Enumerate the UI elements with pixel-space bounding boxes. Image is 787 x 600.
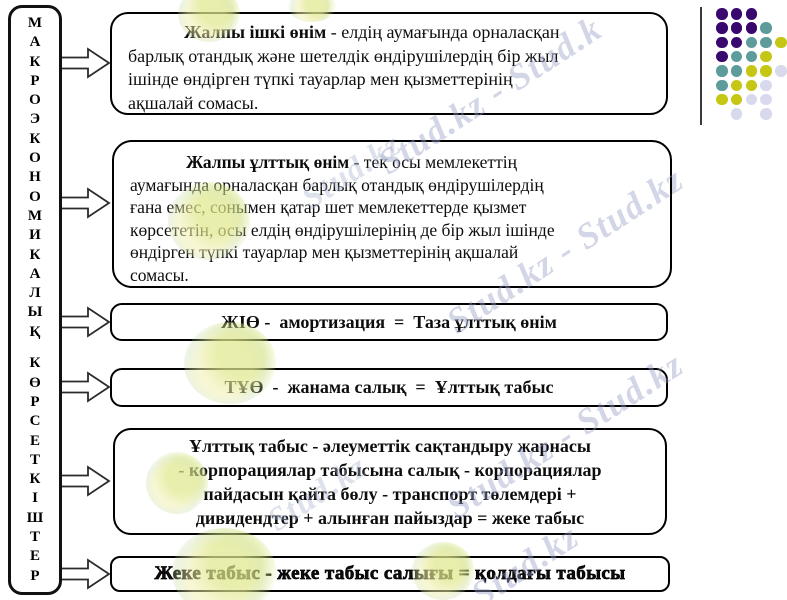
decor-dot [716,50,728,63]
sidebar-letter: Ө [29,374,41,391]
decor-dot [716,65,728,77]
decor-dot [760,36,772,49]
sidebar-letter: М [27,15,43,31]
sidebar-letter: М [27,207,43,224]
decor-dot [730,22,743,34]
decor-dot [716,8,728,20]
arrow-connector-national-income [60,371,111,403]
personal-income-formula-text: Ұлттық табыс - әлеуметтік сақтандыру жар… [178,435,602,528]
sidebar-letter: С [29,413,41,430]
nnp-formula-text: ЖІӨ - амортизация = Таза ұлттық өнім [221,311,557,332]
sidebar-letter: К [29,53,41,70]
decor-dot [730,93,743,106]
arrow-connector-personal-income [60,465,111,497]
decor-dot [775,36,787,49]
sidebar-letter: Е [29,432,40,449]
decor-dot [730,36,743,49]
decor-vertical-line [700,7,702,125]
sidebar-letter: Т [29,529,40,546]
sidebar-letter: К [29,471,41,488]
sidebar-letter: Е [29,548,40,565]
decor-dot [716,79,728,91]
decor-dot [760,65,772,77]
sidebar-letter: Н [29,169,41,186]
decor-dot [760,108,772,120]
decor-dot [730,65,743,77]
decor-dot [716,36,728,49]
sidebar-letter: Р [30,393,40,410]
sidebar-letter: Р [30,72,40,89]
decor-dot [730,108,743,120]
sidebar-letter: А [29,265,41,282]
sidebar-letter: І [32,490,38,507]
sidebar-letter: К [29,246,41,263]
national-income-formula-text: ТҰӨ - жанама салық = Ұлттық табыс [224,377,554,397]
definition-box-gdp: Жалпы ішкі өнім - елдің аумағында орнала… [110,12,668,115]
decor-dot [745,93,758,106]
sidebar-letter: Э [29,111,41,128]
formula-box-disposable-income: Жеке табыс - жеке табыс салығы = қолдағы… [110,556,670,592]
disposable-income-formula-text: Жеке табыс - жеке табыс салығы = қолдағы… [154,563,626,585]
sidebar-letter: К [29,355,41,372]
decor-dot [745,50,758,63]
decor-dot [730,50,743,63]
decor-dot [760,22,772,34]
arrow-connector-nnp [60,306,111,338]
sidebar-letter: Қ [29,323,41,340]
sidebar-letter: Р [30,567,40,584]
sidebar-letter: А [29,34,41,51]
formula-box-national-income: ТҰӨ - жанама салық = Ұлттық табыс [110,368,668,407]
arrow-connector-disposable-income [60,558,111,590]
decor-dot [716,22,728,34]
gdp-definition-body: - елдің аумағында орналасқан барлық отан… [128,22,560,113]
decor-dot [745,36,758,49]
decor-dot [760,93,772,106]
sidebar-letter: К [29,130,41,147]
decor-dot [760,79,772,91]
decor-dot [760,50,772,63]
sidebar-letter: И [29,227,41,244]
decor-dot [745,65,758,77]
sidebar-letter: О [29,188,41,205]
decor-dot [730,79,743,91]
gnp-term-label: Жалпы ұлттық өнім [186,152,350,172]
decor-dot [745,8,758,20]
decor-dot [745,79,758,91]
sidebar-letter: О [29,92,41,109]
gnp-definition-text: Жалпы ұлттық өнім - тек осы мемлекеттің … [130,151,656,286]
sidebar-letter: Ы [27,304,43,321]
arrow-connector-gnp [60,187,111,219]
sidebar-letter: Л [29,285,41,302]
decor-dot [775,65,787,77]
gdp-definition-text: Жалпы ішкі өнім - елдің аумағында орнала… [128,21,652,115]
decor-dot [730,8,743,20]
formula-box-personal-income: Ұлттық табыс - әлеуметтік сақтандыру жар… [113,428,667,535]
decor-dot [745,22,758,34]
arrow-connector-gdp [60,47,111,79]
sidebar-letter: Т [29,451,40,468]
definition-box-gnp: Жалпы ұлттық өнім - тек осы мемлекеттің … [112,140,672,288]
decor-dot [716,93,728,106]
formula-box-nnp: ЖІӨ - амортизация = Таза ұлттық өнім [110,303,668,341]
gdp-term-label: Жалпы ішкі өнім [184,22,327,42]
sidebar-letter: О [29,150,41,167]
sidebar-letter: Ш [26,509,44,526]
dots-pattern [716,8,787,130]
